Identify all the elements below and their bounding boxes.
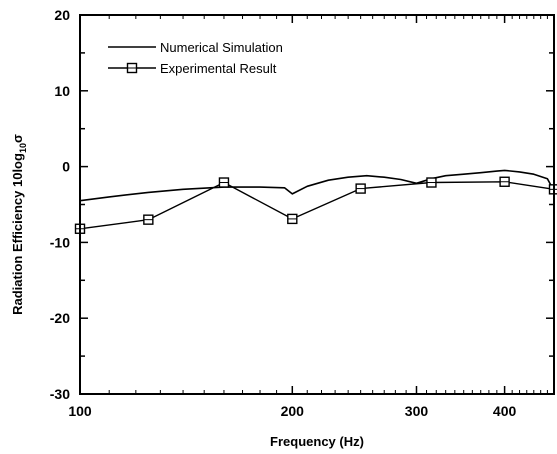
- x-axis-title: Frequency (Hz): [270, 434, 364, 449]
- y-tick-label: -10: [50, 234, 70, 250]
- legend-label-1: Numerical Simulation: [160, 40, 283, 55]
- y-tick-label: 10: [54, 83, 70, 99]
- series-line-2: [79, 181, 555, 230]
- y-tick-label: -30: [50, 386, 70, 402]
- series-layer: [74, 169, 557, 234]
- y-axis-title: Radiation Efficiency 10log10σ: [10, 134, 28, 315]
- y-axis-title-symbol: σ: [10, 134, 25, 143]
- y-axis-title-subscript: 10: [18, 143, 28, 153]
- legend: Numerical Simulation Experimental Result: [108, 40, 283, 76]
- x-tick-label: 200: [281, 403, 305, 419]
- plot-frame: [79, 14, 555, 395]
- y-tick-label: 0: [62, 159, 70, 175]
- x-tick-label: 300: [405, 403, 429, 419]
- y-tick-label: -20: [50, 310, 70, 326]
- series-line-1: [79, 169, 555, 202]
- legend-label-2: Experimental Result: [160, 61, 277, 76]
- x-axis-ticks: 100 200 300 400: [68, 15, 548, 419]
- y-axis-title-main: Radiation Efficiency 10log: [10, 153, 25, 315]
- x-tick-label: 100: [68, 403, 92, 419]
- x-tick-label: 400: [493, 403, 517, 419]
- y-tick-label: 20: [54, 7, 70, 23]
- y-axis-ticks: -30 -20 -10 0 10 20: [50, 7, 554, 402]
